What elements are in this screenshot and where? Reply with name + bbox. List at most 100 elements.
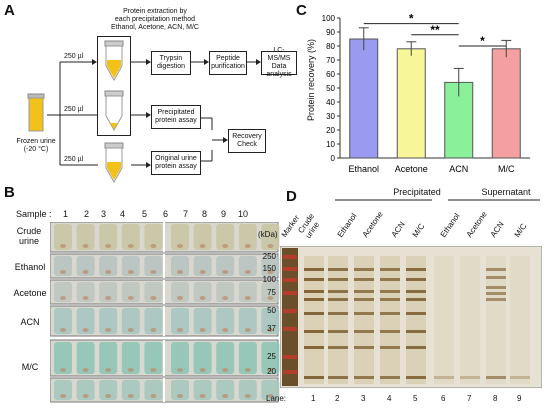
sample-label: Sample :	[16, 209, 52, 219]
y-tick-label: 80	[326, 42, 335, 51]
protein-band	[486, 298, 506, 301]
protein-band	[380, 290, 400, 293]
panel-label-c: C	[296, 2, 307, 19]
volume-label-2: 250 µl	[64, 106, 84, 113]
lane-number: 6	[441, 394, 446, 403]
protein-band	[328, 330, 348, 333]
mw-label: 50	[267, 306, 276, 315]
y-tick-label: 0	[331, 154, 336, 163]
bar	[491, 48, 521, 159]
protein-band	[486, 286, 506, 289]
panel-label-b: B	[4, 184, 15, 201]
protein-band	[380, 330, 400, 333]
conical-tube-3	[104, 142, 124, 184]
lane-number: 3	[361, 394, 366, 403]
precipitation-box	[97, 36, 131, 136]
protein-band	[328, 376, 348, 379]
lane-number: 2	[335, 394, 340, 403]
lane-number: 7	[467, 394, 472, 403]
lane-text: Lane:	[266, 394, 287, 403]
protein-band	[304, 278, 324, 281]
lane-number: 8	[493, 394, 498, 403]
protein-band	[354, 268, 374, 271]
marker-band	[283, 327, 297, 331]
lane-number: 1	[311, 394, 316, 403]
protein-band	[354, 290, 374, 293]
row-label-crude: Crude urine	[16, 226, 42, 246]
protein-band	[380, 278, 400, 281]
mw-label: 25	[267, 352, 276, 361]
flow-lines	[47, 59, 261, 168]
y-tick-label: 90	[326, 28, 335, 37]
significance-star: *	[480, 34, 485, 48]
y-tick-label: 10	[326, 140, 335, 149]
marker-band	[283, 255, 297, 259]
protein-band	[328, 278, 348, 281]
row-label-acetone: Acetone	[13, 288, 47, 298]
lane-number: 5	[413, 394, 418, 403]
lane-number: 9	[517, 394, 522, 403]
kda-label: (kDa)	[258, 230, 278, 239]
protein-band	[304, 298, 324, 301]
frozen-urine-label: Frozen urine (-20 °C)	[16, 138, 56, 153]
y-tick-label: 70	[326, 56, 335, 65]
protein-band	[486, 292, 506, 295]
sample-number: 5	[142, 209, 148, 219]
lane-number: 4	[387, 394, 392, 403]
protein-band	[354, 376, 374, 379]
gel-lane	[328, 256, 348, 384]
sample-number: 1	[63, 209, 69, 219]
mw-label: 250	[262, 252, 276, 261]
mw-label: 100	[262, 275, 276, 284]
protein-band	[304, 346, 324, 349]
marker-band	[283, 355, 297, 359]
x-tick-label: M/C	[498, 164, 515, 174]
y-tick-label: 40	[326, 98, 335, 107]
gel-lane	[380, 256, 400, 384]
group-supernatant: Supernatant	[481, 187, 531, 197]
y-tick-label: 30	[326, 112, 335, 121]
protein-band	[486, 276, 506, 279]
photo-row	[50, 377, 280, 403]
significance-star: **	[430, 23, 440, 37]
volume-label-3: 250 µl	[64, 156, 84, 163]
protein-band	[406, 312, 426, 315]
marker-lane	[282, 248, 298, 386]
precipitated-assay-box: Precipitated protein assay	[151, 105, 201, 129]
y-tick-label: 50	[326, 84, 335, 93]
gel-lane	[354, 256, 374, 384]
recovery-bar-chart: 0 10 20 30 40 50 60 70 80 90 100 Ethanol Acetone ACN M…	[322, 12, 530, 174]
protein-band	[406, 268, 426, 271]
photo-row	[50, 305, 280, 337]
protein-band	[328, 268, 348, 271]
protein-band	[328, 298, 348, 301]
protein-band	[510, 376, 530, 379]
sample-number: 10	[238, 209, 249, 219]
protein-band	[406, 330, 426, 333]
mw-label: 150	[262, 264, 276, 273]
protein-band	[328, 312, 348, 315]
sample-number: 9	[221, 209, 227, 219]
bar	[396, 48, 426, 159]
gel-lane	[460, 256, 480, 384]
marker-band	[283, 291, 297, 295]
panel-label-d: D	[286, 188, 297, 205]
lcms-box: LC-MS/MS Data analysis	[261, 47, 297, 78]
sample-number: 7	[183, 209, 189, 219]
protein-band	[380, 312, 400, 315]
protein-band	[304, 312, 324, 315]
protein-band	[406, 290, 426, 293]
group-precipitated: Precipitated	[393, 187, 441, 197]
frozen-urine-tube	[27, 93, 45, 132]
marker-band	[283, 370, 297, 374]
protein-band	[406, 346, 426, 349]
mw-label: 20	[267, 367, 276, 376]
protein-band	[354, 298, 374, 301]
protein-band	[406, 376, 426, 379]
gel-lane	[406, 256, 426, 384]
protein-band	[380, 376, 400, 379]
protein-band	[486, 376, 506, 379]
y-tick-label: 60	[326, 70, 335, 79]
protein-band	[354, 330, 374, 333]
tube-photos	[50, 222, 280, 403]
